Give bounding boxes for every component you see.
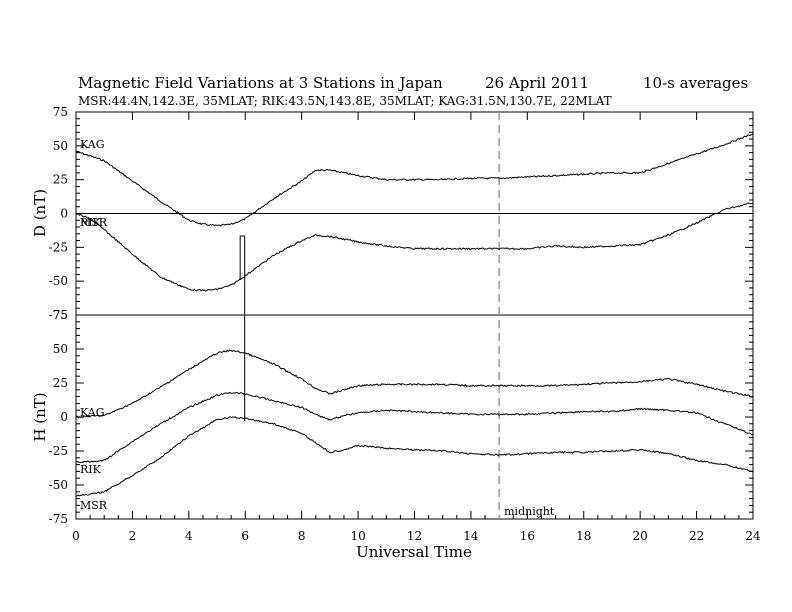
- y-tick-label: -25: [49, 240, 68, 254]
- x-axis-label: Universal Time: [356, 543, 472, 561]
- series-h-msr: [75, 416, 754, 497]
- label-layer: 0 2 4 6 8 10 12 14 16 18 20 22 24midnight7550250-25-…: [49, 105, 761, 543]
- y-tick-label: 0: [60, 410, 68, 424]
- chart-subtitle: MSR:44.4N,142.3E, 35MLAT; RIK:43.5N,143.…: [78, 94, 612, 108]
- y-tick-label: 25: [53, 173, 68, 187]
- station-label-h-msr: MSR: [80, 499, 108, 512]
- y-tick-label: -25: [49, 444, 68, 458]
- x-tick-label: 24: [745, 529, 761, 543]
- y-tick-label: 50: [53, 342, 68, 356]
- x-tick-label: 8: [298, 529, 306, 543]
- h-axis-label: H (nT): [31, 392, 49, 441]
- y-tick-label: 75: [53, 308, 68, 322]
- station-label-h-kag: KAG: [80, 406, 105, 419]
- y-tick-label: 25: [53, 376, 68, 390]
- station-label-h-rik: RIK: [80, 463, 102, 476]
- series-d-msr: [75, 202, 754, 292]
- x-tick-label: 12: [407, 529, 422, 543]
- x-tick-label: 4: [185, 529, 193, 543]
- y-tick-label: -50: [49, 274, 68, 288]
- y-tick-label: -50: [49, 478, 68, 492]
- series-h-rik: [75, 391, 754, 464]
- series-h-kag: [75, 349, 754, 419]
- y-tick-label: -75: [49, 512, 68, 526]
- x-tick-label: 2: [129, 529, 137, 543]
- y-tick-label: 75: [53, 105, 68, 119]
- y-tick-label: -75: [49, 308, 68, 322]
- x-tick-label: 20: [633, 529, 648, 543]
- chart-averaging: 10-s averages: [643, 74, 748, 92]
- x-tick-label: 14: [463, 529, 479, 543]
- x-tick-label: 16: [520, 529, 535, 543]
- station-label-d-msr: MSR: [80, 216, 108, 229]
- series-d-kag: [75, 133, 754, 227]
- tick-layer: [75, 111, 754, 520]
- chart-title: Magnetic Field Variations at 3 Stations …: [78, 74, 443, 92]
- x-tick-label: 10: [350, 529, 365, 543]
- y-tick-label: 50: [53, 139, 68, 153]
- series-layer: [75, 133, 754, 497]
- midnight-label: midnight: [504, 505, 555, 518]
- station-label-d-kag: KAG: [80, 138, 105, 151]
- x-tick-label: 6: [241, 529, 249, 543]
- chart-date: 26 April 2011: [485, 74, 589, 92]
- station-label-d-rik: RIK: [80, 216, 102, 229]
- y-tick-label: 0: [60, 207, 68, 221]
- x-tick-label: 18: [576, 529, 591, 543]
- spike-artifact: [239, 235, 246, 421]
- x-tick-label: 0: [72, 529, 80, 543]
- x-tick-label: 22: [689, 529, 704, 543]
- d-axis-label: D (nT): [31, 189, 49, 237]
